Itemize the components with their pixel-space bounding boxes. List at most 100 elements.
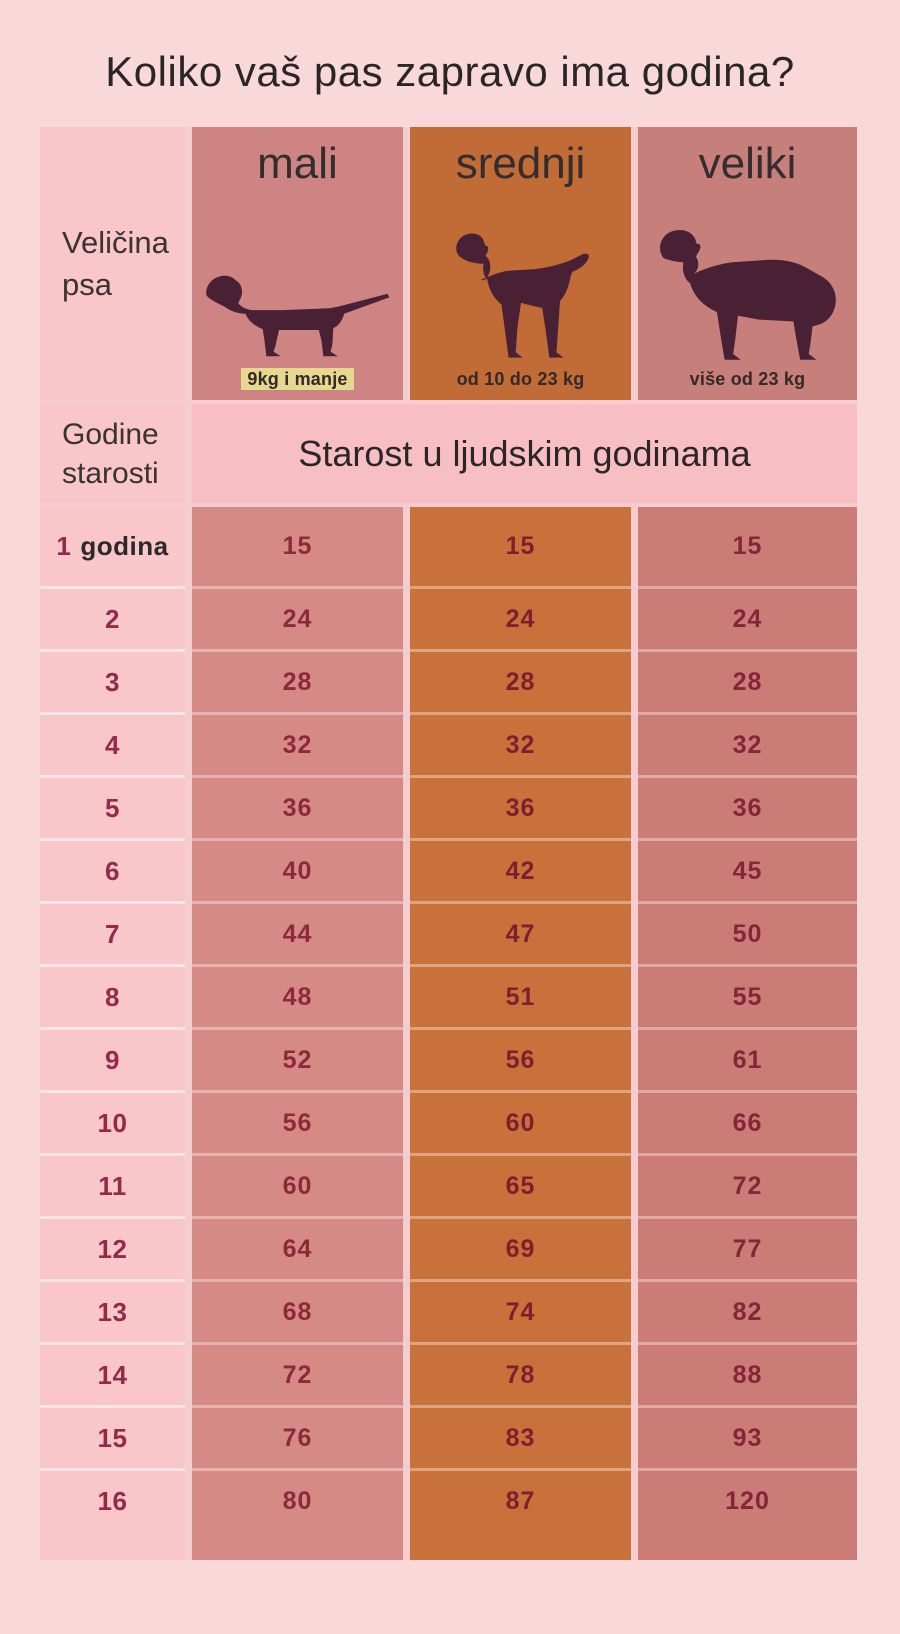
table-cell: 74	[410, 1279, 631, 1342]
weight-label-srednji-text: od 10 do 23 kg	[456, 369, 585, 389]
table-cell: 82	[638, 1279, 857, 1342]
data-column-mali: 15 24 28 32 36 40 44 48 52 56 60 64 68 72 76 80	[192, 507, 403, 1560]
age-number: 4	[105, 729, 120, 760]
weight-label-srednji: od 10 do 23 kg	[457, 369, 585, 390]
large-dog-icon	[659, 229, 836, 360]
table-cell: 28	[410, 649, 631, 712]
column-title-veliki: veliki	[698, 139, 797, 188]
table-cell: 87	[410, 1468, 631, 1531]
age-number: 6	[105, 855, 120, 886]
table-cell: 15	[732, 532, 763, 560]
column-header-veliki: veliki više od 23 kg	[638, 127, 857, 400]
weight-label-mali-text: 9kg i manje	[241, 368, 354, 390]
table-cell: 32	[638, 712, 857, 775]
age-number: 11	[98, 1170, 127, 1201]
age-number: 5	[105, 792, 120, 823]
age-row-label: 13	[40, 1279, 185, 1342]
table-cell: 120	[638, 1468, 857, 1531]
age-number: 1	[56, 531, 72, 561]
table-cell: 65	[410, 1153, 631, 1216]
weight-label-mali: 9kg i manje	[241, 368, 354, 390]
table-cell: 77	[638, 1216, 857, 1279]
table-cell: 47	[410, 901, 631, 964]
table-cell: 32	[410, 712, 631, 775]
age-number: 10	[97, 1107, 128, 1138]
table-cell: 61	[638, 1027, 857, 1090]
column-header-srednji: srednji od 10 do 23 kg	[410, 127, 631, 400]
age-row-label: 16	[40, 1468, 185, 1531]
table-cell: 55	[638, 964, 857, 1027]
age-number: 16	[97, 1485, 128, 1516]
table-cell: 36	[410, 775, 631, 838]
table-cell: 15	[505, 532, 536, 560]
human-years-band: Starost u ljudskim godinama	[192, 404, 857, 503]
table-cell: 72	[638, 1153, 857, 1216]
age-row-label: 2	[40, 586, 185, 649]
age-row-label: 1 godina	[40, 507, 185, 586]
table-cell: 48	[192, 964, 403, 1027]
table-cell: 36	[638, 775, 857, 838]
table-cell: 32	[192, 712, 403, 775]
table-cell: 88	[638, 1342, 857, 1405]
corner-header-label: Veličina psa	[62, 224, 169, 302]
table-cell: 36	[192, 775, 403, 838]
weight-label-veliki: više od 23 kg	[690, 369, 806, 390]
age-number: 8	[105, 981, 120, 1012]
column-title-srednji: srednji	[455, 139, 586, 188]
table-cell: 24	[410, 586, 631, 649]
table-cell: 56	[410, 1027, 631, 1090]
age-row-label: 3	[40, 649, 185, 712]
age-row-label: 4	[40, 712, 185, 775]
age-header-label: Godine starosti	[62, 417, 159, 490]
table-cell: 69	[410, 1216, 631, 1279]
dog-age-table: Veličina psa mali 9kg i manje srednji od…	[40, 127, 857, 1560]
age-row-label: 6	[40, 838, 185, 901]
table-cell: 42	[410, 838, 631, 901]
age-row-label: 9	[40, 1027, 185, 1090]
table-cell: 51	[410, 964, 631, 1027]
table-cell: 93	[638, 1405, 857, 1468]
page-title: Koliko vaš pas zapravo ima godina?	[105, 48, 795, 95]
data-column-veliki: 15 24 28 32 36 45 50 55 61 66 72 77 82 88 93 120	[638, 507, 857, 1560]
table-cell: 60	[410, 1090, 631, 1153]
table-cell: 66	[638, 1090, 857, 1153]
column-header-mali: mali 9kg i manje	[192, 127, 403, 400]
table-cell: 44	[192, 901, 403, 964]
table-cell: 40	[192, 838, 403, 901]
age-number: 3	[105, 666, 120, 697]
age-number: 9	[105, 1044, 120, 1075]
age-row-label: 7	[40, 901, 185, 964]
weight-label-veliki-text: više od 23 kg	[689, 369, 806, 389]
age-suffix: godina	[80, 531, 169, 561]
age-row-label: 5	[40, 775, 185, 838]
age-number: 14	[97, 1359, 128, 1390]
dachshund-icon	[205, 275, 389, 357]
age-row-label: 8	[40, 964, 185, 1027]
table-cell: 45	[638, 838, 857, 901]
age-row-label: 12	[40, 1216, 185, 1279]
age-column: 1 godina 2 3 4 5 6 7 8 9 10 11 12 13 14 15 16	[40, 507, 185, 1560]
table-cell: 15	[282, 532, 313, 560]
age-row-label: 10	[40, 1090, 185, 1153]
human-years-band-label: Starost u ljudskim godinama	[298, 432, 751, 474]
age-number: 13	[97, 1296, 128, 1327]
table-cell: 64	[192, 1216, 403, 1279]
table-cell: 24	[192, 586, 403, 649]
age-number: 15	[97, 1422, 128, 1453]
table-cell: 68	[192, 1279, 403, 1342]
table-cell: 24	[638, 586, 857, 649]
table-cell: 72	[192, 1342, 403, 1405]
age-number: 7	[105, 918, 120, 949]
age-row-label: 11	[40, 1153, 185, 1216]
table-cell: 78	[410, 1342, 631, 1405]
table-cell: 76	[192, 1405, 403, 1468]
age-number: 12	[97, 1233, 128, 1264]
age-header-cell: Godine starosti	[40, 404, 185, 503]
age-row-label: 14	[40, 1342, 185, 1405]
data-column-srednji: 15 24 28 32 36 42 47 51 56 60 65 69 74 78 83 87	[410, 507, 631, 1560]
table-cell: 60	[192, 1153, 403, 1216]
table-cell: 28	[638, 649, 857, 712]
table-cell: 56	[192, 1090, 403, 1153]
table-cell: 28	[192, 649, 403, 712]
